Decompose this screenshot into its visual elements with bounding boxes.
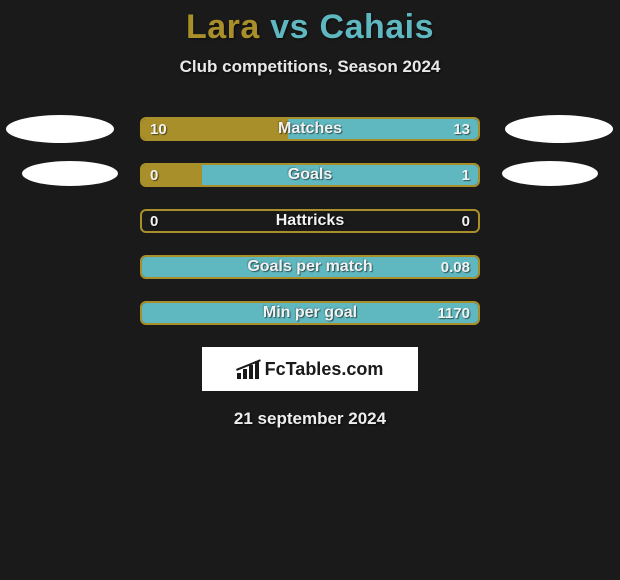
stat-bar: Goals per match0.08 — [140, 255, 480, 279]
stat-row: Hattricks0 0 — [0, 209, 620, 233]
stat-bar-right-fill — [288, 119, 478, 139]
brand-text: FcTables.com — [265, 359, 384, 380]
stat-bar: Matches1013 — [140, 117, 480, 141]
stat-row: Goals per match0.08 — [0, 255, 620, 279]
stat-value-left: 0 — [150, 211, 158, 231]
stat-bar: Hattricks0 0 — [140, 209, 480, 233]
stat-bar: Goals01 — [140, 163, 480, 187]
player1-name: Lara — [186, 8, 260, 46]
stat-label: Hattricks — [142, 211, 478, 231]
player2-marker — [505, 115, 613, 143]
comparison-chart: Matches1013 Goals01 Hattricks0 0 Goals per m… — [0, 117, 620, 325]
brand-box: FcTables.com — [202, 347, 418, 391]
stat-bar-left-fill — [142, 119, 288, 139]
subtitle: Club competitions, Season 2024 — [0, 57, 620, 77]
player2-name: Cahais — [320, 8, 435, 46]
stat-bar: Min per goal1170 — [140, 301, 480, 325]
player2-marker — [502, 161, 598, 186]
stat-bar-right-fill — [142, 303, 478, 323]
vs-text: vs — [270, 8, 309, 46]
stat-bar-left-fill — [142, 165, 202, 185]
stat-row: Matches1013 — [0, 117, 620, 141]
bar-chart-icon — [237, 359, 259, 379]
stat-row: Min per goal1170 — [0, 301, 620, 325]
stat-value-right: 0 — [462, 211, 470, 231]
title: Lara vs Cahais — [0, 0, 620, 47]
player1-marker — [6, 115, 114, 143]
player1-marker — [22, 161, 118, 186]
date-text: 21 september 2024 — [0, 409, 620, 429]
stat-row: Goals01 — [0, 163, 620, 187]
stat-bar-right-fill — [142, 257, 478, 277]
